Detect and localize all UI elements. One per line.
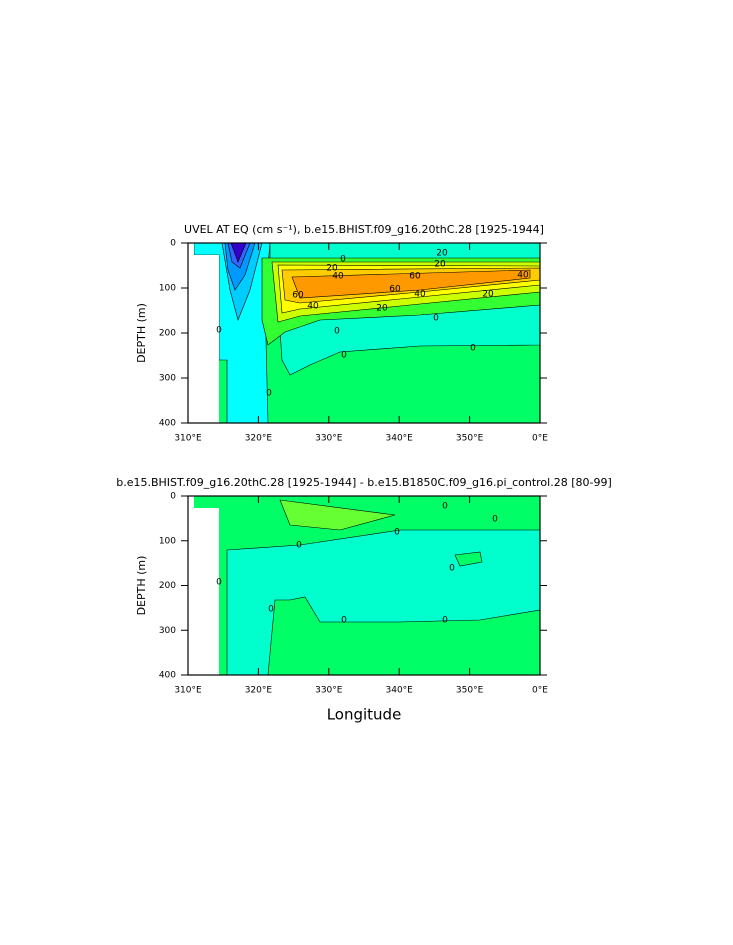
- contour-label: 0: [442, 616, 448, 626]
- chart-title: UVEL AT EQ (cm s⁻¹), b.e15.BHIST.f09_g16…: [184, 223, 544, 236]
- x-tick-label: 350°E: [456, 434, 484, 444]
- contour-label: 40: [414, 290, 426, 300]
- x-tick-label: 330°E: [315, 686, 343, 696]
- x-axis-label: Longitude: [327, 706, 402, 724]
- fill-aqua: [226, 529, 541, 676]
- x-tick-label: 310°E: [174, 686, 202, 696]
- contour-label: 20: [376, 304, 388, 314]
- contour-label: 40: [332, 272, 344, 282]
- y-tick-label: 300: [159, 374, 176, 384]
- y-tick-label: 100: [159, 284, 176, 294]
- contour-label: 0: [340, 255, 346, 265]
- contour-label: 40: [307, 302, 319, 312]
- x-tick-label: 310°E: [174, 434, 202, 444]
- contour-label: 0: [394, 528, 400, 538]
- contour-label: 20: [436, 249, 448, 259]
- contour-label: 40: [517, 271, 529, 281]
- contour-label: 0: [492, 515, 498, 525]
- contour-label: 60: [292, 291, 304, 301]
- chart-title: b.e15.BHIST.f09_g16.20thC.28 [1925-1944]…: [116, 476, 612, 489]
- x-tick-label: 0°E: [532, 434, 548, 444]
- contour-label: 0: [341, 351, 347, 361]
- x-tick-label: 340°E: [386, 686, 414, 696]
- y-tick-label: 0: [170, 492, 176, 502]
- fill-land: [188, 508, 219, 675]
- fill-orange: [291, 269, 531, 299]
- contour-label: 0: [433, 314, 439, 324]
- fill-patch: [454, 551, 483, 567]
- contour-label: 0: [216, 326, 222, 336]
- x-tick-label: 0°E: [532, 686, 548, 696]
- x-tick-label: 330°E: [315, 434, 343, 444]
- y-axis-label: DEPTH (m): [135, 303, 148, 363]
- fill-lightgreen: [279, 499, 396, 531]
- contour-label: 60: [409, 272, 421, 282]
- x-tick-label: 340°E: [386, 434, 414, 444]
- y-tick-label: 200: [159, 329, 176, 339]
- contour-label: 0: [266, 389, 272, 399]
- x-tick-label: 320°E: [245, 434, 273, 444]
- contour-label: 20: [482, 290, 494, 300]
- fill-land: [188, 243, 194, 255]
- contour-label: 0: [334, 327, 340, 337]
- contour-label: 0: [296, 541, 302, 551]
- panel-2-fills: [188, 496, 541, 676]
- x-tick-label: 320°E: [245, 686, 273, 696]
- contour-label: 0: [442, 502, 448, 512]
- y-tick-label: 200: [159, 581, 176, 591]
- panel-1-fills: [188, 242, 541, 424]
- x-tick-label: 350°E: [456, 686, 484, 696]
- fill-land: [188, 496, 194, 508]
- contour-label: 60: [389, 285, 401, 295]
- y-tick-label: 400: [159, 419, 176, 429]
- y-axis-label: DEPTH (m): [135, 556, 148, 616]
- y-tick-label: 400: [159, 671, 176, 681]
- contour-label: 20: [326, 264, 338, 274]
- y-tick-label: 100: [159, 536, 176, 546]
- fill-land: [188, 255, 219, 423]
- contour-label: 20: [434, 260, 446, 270]
- contour-label: 0: [268, 605, 274, 615]
- contour-label: 0: [216, 578, 222, 588]
- contour-label: 0: [341, 616, 347, 626]
- y-tick-label: 0: [170, 239, 176, 249]
- contour-label: 0: [449, 564, 455, 574]
- contour-label: 0: [470, 344, 476, 354]
- y-tick-label: 300: [159, 626, 176, 636]
